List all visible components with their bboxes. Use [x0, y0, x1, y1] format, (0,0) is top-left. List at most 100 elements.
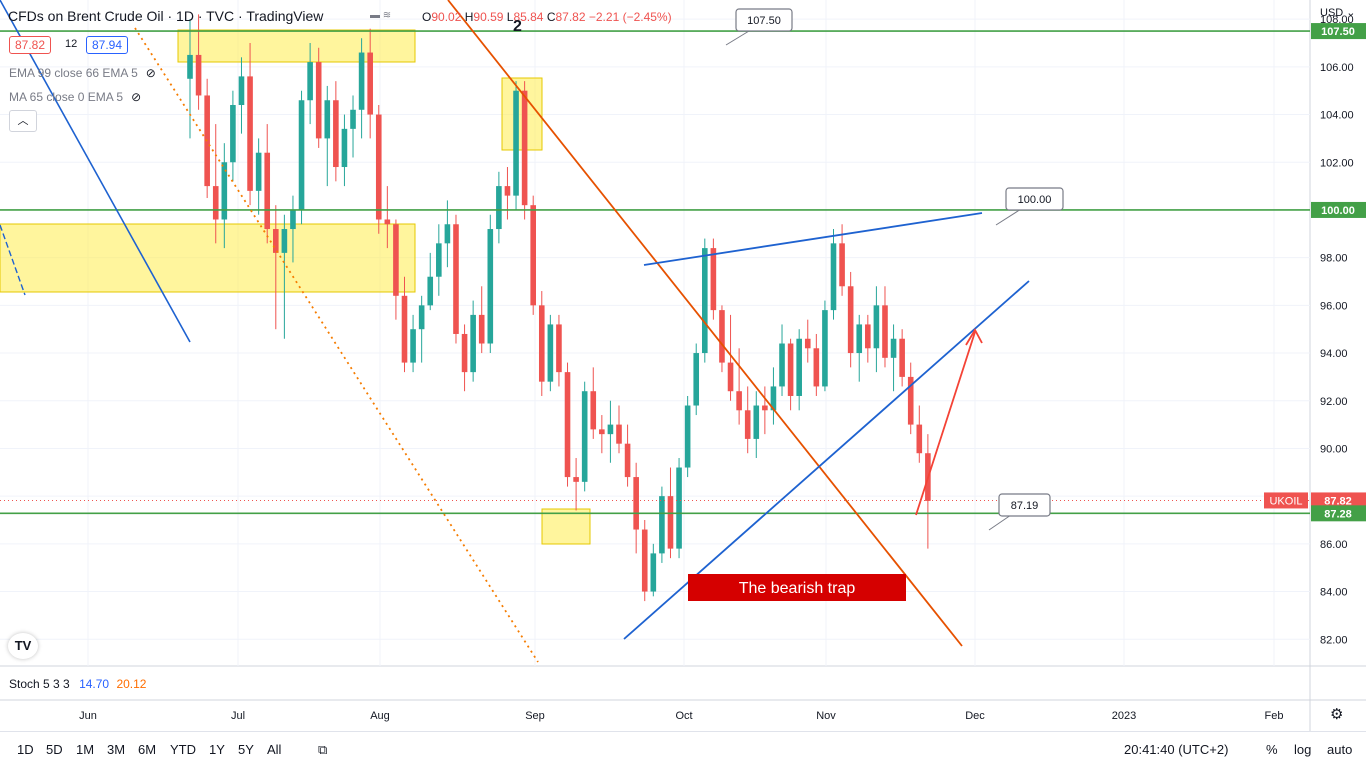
candle-body	[753, 405, 760, 439]
candle-body	[504, 186, 511, 196]
timeframe-5y[interactable]: 5Y	[238, 742, 254, 757]
timeframe-1d[interactable]: 1D	[17, 742, 34, 757]
candle-body	[273, 229, 279, 253]
trend-drawings: The bearish trap 107.50 100.00 87.19	[0, 0, 1310, 663]
stoch-indicator[interactable]: Stoch 5 3 3 14.70 20.12	[9, 677, 147, 691]
ask-price[interactable]: 87.94	[86, 36, 129, 54]
candle-body	[444, 224, 451, 244]
candle-body	[830, 243, 837, 311]
candle-body	[195, 54, 202, 96]
candle-body	[787, 343, 794, 396]
resistance-trend-line	[643, 212, 983, 266]
candle-body	[496, 186, 502, 230]
symbol-title[interactable]: CFDs on Brent Crude Oil · 1D · TVC · Tra…	[8, 8, 324, 24]
trend-line-left	[0, 0, 191, 343]
gear-icon[interactable]: ⚙	[1330, 706, 1344, 723]
candle-body	[230, 105, 236, 163]
candle-body	[461, 333, 468, 373]
descending-trend-line	[447, 0, 963, 647]
bearish-trap-label: The bearish trap	[739, 580, 856, 597]
eye-hidden-icon[interactable]: ⊘	[145, 66, 156, 80]
flag-icon[interactable]: ▬ ≋	[370, 10, 392, 21]
candle-body	[702, 248, 708, 354]
candle-body	[693, 353, 700, 406]
timeframe-all[interactable]: All	[267, 742, 282, 757]
time-axis: Jun Jul Aug Sep Oct Nov Dec 2023 Feb	[79, 710, 1283, 722]
candle-body	[538, 305, 545, 382]
support-resistance-zone	[0, 223, 416, 293]
y-tick-label: 90.00	[1320, 443, 1348, 455]
symbol-tag-bg	[1264, 492, 1308, 509]
callout-pointer	[725, 30, 750, 46]
current-price-label-bg	[1311, 492, 1366, 509]
timeframe-ytd[interactable]: YTD	[170, 742, 196, 757]
candle-body	[770, 386, 777, 411]
level-107-label-bg	[1311, 23, 1366, 40]
candle-body	[478, 314, 485, 344]
candle-body	[247, 76, 253, 191]
auto-toggle[interactable]: auto	[1327, 742, 1353, 757]
timeframe-1m[interactable]: 1M	[76, 742, 95, 757]
candle-body	[907, 376, 914, 425]
candle-body	[719, 310, 725, 363]
callout-box	[735, 8, 793, 32]
chevron-up-icon[interactable]: ︿	[9, 110, 37, 132]
timeframe-5d[interactable]: 5D	[46, 742, 63, 757]
candle-body	[727, 362, 734, 392]
callout-box	[1005, 187, 1064, 211]
candle-body	[762, 405, 768, 411]
currency-selector[interactable]: USD ⌄	[1320, 7, 1356, 19]
y-tick-label: 84.00	[1320, 587, 1348, 599]
candle-body	[410, 329, 416, 363]
candle-body	[916, 424, 923, 454]
candle-body	[418, 305, 425, 330]
tradingview-logo[interactable]: TV	[8, 633, 38, 659]
y-tick-label: 96.00	[1320, 300, 1348, 312]
candle-body	[804, 338, 811, 349]
callout-pointer	[995, 209, 1020, 226]
support-resistance-zone	[177, 29, 416, 63]
candle-body	[607, 424, 614, 435]
candle-body	[513, 90, 519, 196]
callout-box	[998, 493, 1051, 517]
bearish-trap-box	[688, 574, 906, 601]
y-tick-label: 82.00	[1320, 634, 1348, 646]
candle-body	[393, 224, 399, 296]
support-resistance-zone	[541, 508, 591, 545]
candle-body	[375, 114, 382, 220]
timeframe-6m[interactable]: 6M	[138, 742, 157, 757]
level-8728-label-bg	[1311, 505, 1366, 522]
y-tick-label: 106.00	[1320, 62, 1354, 74]
candle-body	[427, 276, 434, 306]
percent-toggle[interactable]: %	[1266, 742, 1278, 757]
x-tick-label: Dec	[965, 710, 985, 722]
y-tick-label: 92.00	[1320, 396, 1348, 408]
timeframe-1y[interactable]: 1Y	[209, 742, 225, 757]
compare-icon[interactable]: ⧉	[318, 742, 328, 757]
x-tick-label: Nov	[816, 710, 836, 722]
level-107-label: 107.50	[1321, 26, 1355, 38]
candle-body	[736, 391, 742, 411]
ma-indicator[interactable]: MA 65 close 0 EMA 5 ⊘	[9, 90, 142, 104]
log-toggle[interactable]: log	[1294, 742, 1312, 757]
candle-body	[659, 496, 665, 554]
callout-label: 100.00	[1018, 194, 1052, 206]
candle-body	[298, 100, 305, 210]
spread-value: 12	[65, 38, 78, 50]
eye-hidden-icon[interactable]: ⊘	[131, 90, 142, 104]
ema-indicator[interactable]: EMA 99 close 66 EMA 5 ⊘	[9, 66, 156, 80]
candle-body	[633, 477, 639, 530]
timeframe-3m[interactable]: 3M	[107, 742, 126, 757]
candle-body	[290, 209, 296, 230]
y-tick-label: 86.00	[1320, 539, 1348, 551]
clock[interactable]: 20:41:40 (UTC+2)	[1124, 742, 1229, 757]
candle-body	[315, 62, 322, 139]
candle-body	[333, 100, 339, 168]
ohlc-readout: O90.02 H90.59 L85.84 C87.82 −2.21 (−2.45…	[422, 10, 672, 24]
x-tick-label: Feb	[1265, 710, 1284, 722]
candle-body	[324, 100, 331, 139]
candle-body	[813, 348, 820, 387]
bid-price[interactable]: 87.82	[9, 36, 52, 54]
candle-body	[187, 54, 193, 79]
